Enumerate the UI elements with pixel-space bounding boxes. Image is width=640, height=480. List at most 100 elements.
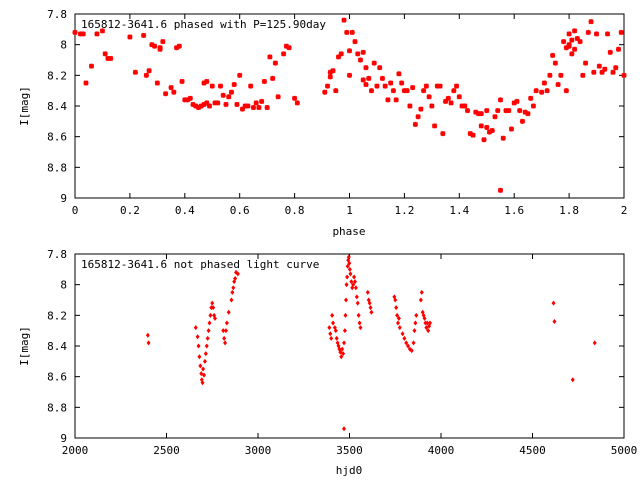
phased-data-point bbox=[294, 100, 300, 106]
unphased-data-point bbox=[342, 328, 347, 334]
unphased-data-point bbox=[235, 271, 240, 277]
phased-data-point bbox=[561, 39, 567, 45]
phased-data-point bbox=[492, 114, 498, 120]
phased-data-point bbox=[404, 88, 410, 94]
phased-data-point bbox=[497, 187, 504, 193]
phased-data-point bbox=[602, 66, 608, 72]
phased-data-point bbox=[234, 101, 240, 108]
phased-data-point bbox=[357, 57, 364, 63]
unphased-data-point bbox=[352, 279, 357, 285]
unphased-chart-title: 165812-3641.6 not phased light curve bbox=[81, 258, 319, 271]
phased-data-point bbox=[385, 97, 391, 103]
unphased-data-point bbox=[347, 260, 352, 266]
phased-data-point bbox=[261, 78, 267, 85]
phased-data-point bbox=[231, 81, 237, 88]
unphased-data-point bbox=[353, 285, 358, 291]
unphased-data-point bbox=[331, 320, 336, 326]
phased-data-point bbox=[478, 123, 484, 129]
phased-data-point bbox=[393, 97, 399, 103]
phased-data-point bbox=[132, 69, 138, 75]
unphased-data-point bbox=[349, 279, 354, 285]
phased-data-point bbox=[615, 46, 622, 52]
phased-data-point bbox=[555, 81, 561, 88]
phased-data-point bbox=[566, 43, 572, 49]
phased-data-point bbox=[193, 103, 199, 109]
phased-data-point bbox=[528, 95, 534, 101]
unphased-x-axis-label: hjd0 bbox=[336, 464, 363, 477]
unphased-data-point bbox=[400, 331, 405, 337]
phased-data-point bbox=[363, 65, 369, 71]
phased-data-point bbox=[426, 94, 432, 100]
phased-data-point bbox=[286, 45, 292, 51]
unphased-data-point bbox=[223, 328, 228, 334]
phased-data-point bbox=[412, 121, 418, 127]
phased-data-point bbox=[341, 17, 347, 23]
phased-data-point bbox=[272, 60, 278, 66]
phased-data-point bbox=[346, 48, 353, 54]
phased-data-point bbox=[401, 88, 407, 94]
phased-data-point bbox=[327, 69, 333, 75]
phased-data-point bbox=[497, 97, 504, 103]
phased-data-point bbox=[179, 78, 185, 85]
phased-data-point bbox=[223, 101, 229, 108]
phased-data-point bbox=[245, 103, 251, 109]
phased-data-point bbox=[462, 103, 468, 109]
phased-data-point bbox=[445, 95, 451, 101]
phased-data-point bbox=[163, 91, 169, 97]
unphased-data-point bbox=[404, 340, 409, 346]
phased-data-point bbox=[363, 81, 369, 88]
phased-data-point bbox=[237, 72, 243, 78]
phased-x-tick-label: 0 bbox=[72, 204, 79, 217]
phased-data-point bbox=[338, 51, 344, 57]
unphased-data-point bbox=[367, 300, 372, 306]
unphased-y-axis-label: I[mag] bbox=[18, 326, 31, 366]
unphased-data-point bbox=[425, 320, 430, 326]
unphased-data-point bbox=[426, 328, 431, 334]
unphased-data-point bbox=[203, 351, 208, 357]
phased-data-point bbox=[572, 46, 578, 52]
unphased-data-point bbox=[411, 340, 416, 346]
phased-data-point bbox=[217, 83, 224, 89]
phased-data-point bbox=[432, 123, 438, 129]
unphased-data-point bbox=[146, 340, 151, 346]
unphased-data-point bbox=[396, 315, 401, 321]
phased-data-point bbox=[215, 100, 221, 106]
phased-data-point bbox=[396, 71, 402, 77]
unphased-data-point bbox=[226, 309, 231, 315]
phased-data-point bbox=[176, 43, 182, 49]
phased-data-point bbox=[569, 37, 575, 43]
phased-y-axis-label: I[mag] bbox=[18, 86, 31, 126]
unphased-data-point bbox=[205, 335, 210, 341]
phased-data-point bbox=[588, 19, 594, 25]
phased-data-point bbox=[173, 45, 180, 51]
phased-data-point bbox=[154, 80, 160, 86]
phased-data-point bbox=[379, 75, 386, 81]
unphased-x-tick-label: 3500 bbox=[336, 444, 363, 457]
phased-data-point bbox=[618, 29, 624, 35]
unphased-data-point bbox=[406, 343, 411, 349]
unphased-data-point bbox=[145, 332, 150, 338]
phased-data-point bbox=[399, 80, 405, 86]
phased-data-point bbox=[182, 97, 188, 103]
unphased-data-point bbox=[419, 289, 424, 295]
unphased-data-point bbox=[357, 320, 362, 326]
phased-data-point bbox=[83, 80, 89, 86]
phased-data-point bbox=[366, 75, 372, 81]
phased-data-point bbox=[390, 88, 396, 94]
phased-data-point bbox=[198, 103, 204, 109]
phased-data-point bbox=[604, 31, 611, 37]
unphased-data-point bbox=[356, 312, 361, 318]
phased-data-point bbox=[253, 100, 259, 106]
unphased-data-point bbox=[196, 343, 201, 349]
phased-data-point bbox=[127, 34, 133, 40]
phased-data-point bbox=[105, 55, 111, 62]
phased-y-tick-label: 9 bbox=[60, 192, 67, 205]
unphased-data-point bbox=[212, 315, 217, 321]
phased-data-point bbox=[168, 85, 174, 91]
phased-data-point bbox=[429, 103, 435, 109]
unphased-data-point bbox=[208, 312, 213, 318]
phased-data-point bbox=[489, 127, 495, 134]
phased-data-point bbox=[478, 111, 484, 117]
phased-data-point bbox=[72, 29, 78, 35]
unphased-data-point bbox=[402, 335, 407, 341]
